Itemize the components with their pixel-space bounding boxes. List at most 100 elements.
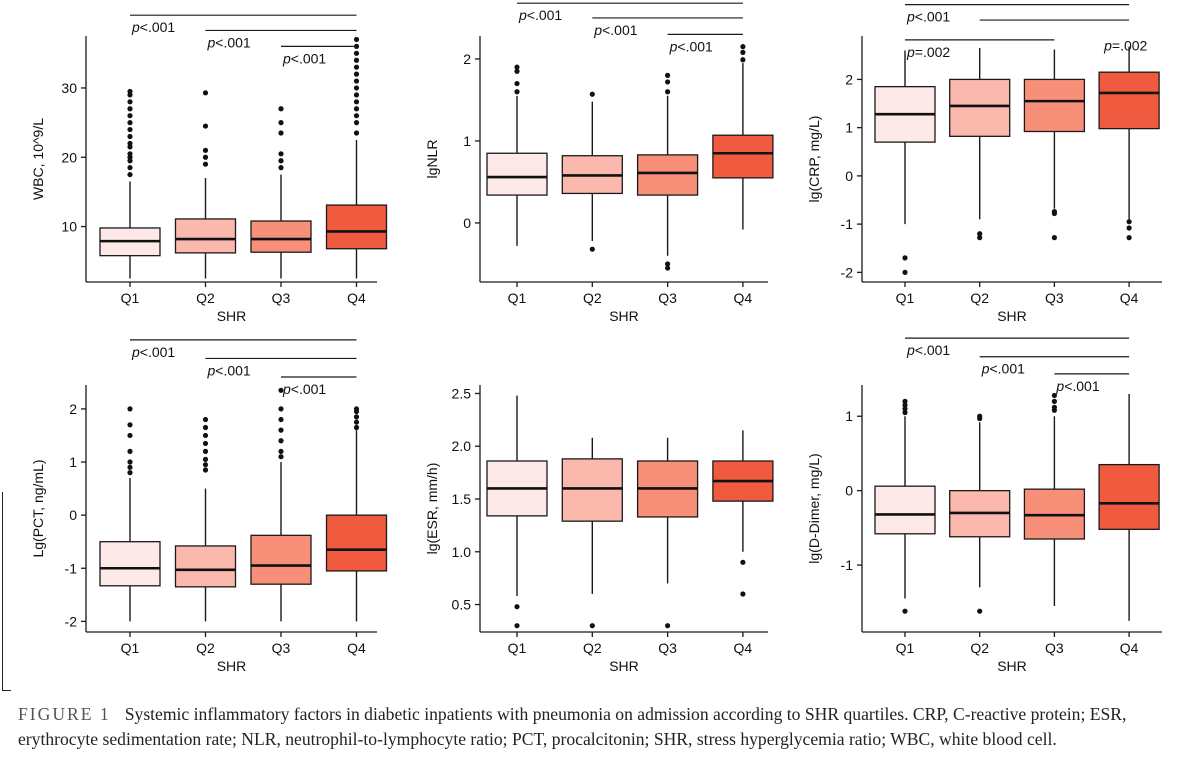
x-tick-label: Q3 [272,640,291,656]
y-axis-label: lg(CRP, mg/L) [806,116,822,203]
outlier-point [902,409,908,416]
box-iqr [325,204,388,250]
outlier-point [278,448,284,454]
outlier-point [278,416,284,423]
outlier-point [127,448,133,454]
y-tick-label: 0 [845,168,853,184]
box-iqr [486,152,548,196]
y-tick-label: -1 [841,557,854,573]
box-iqr [1098,463,1160,530]
outlier-point [902,269,908,275]
x-tick-label: Q1 [896,640,915,656]
outlier-point [665,261,671,267]
outlier-point [977,235,983,241]
outlier-point [1126,225,1132,231]
significance-label: p<.001 [131,344,175,360]
outlier-point [278,165,284,171]
y-tick-label: 1 [845,408,853,424]
outlier-point [127,165,133,171]
x-tick-label: Q2 [970,640,989,656]
y-tick-label: 2 [845,71,853,87]
outlier-point [278,427,284,433]
outlier-point [353,85,360,91]
box-iqr [1023,78,1086,133]
box-iqr [949,78,1011,137]
box-Q4 [325,36,388,279]
y-tick-label: -1 [841,216,854,232]
outlier-point [127,459,133,465]
panel-4: -2 -1 0 1 2 Q1 Q2 Q3 Q4 SHR Lg(PCT, ng/mL) p<.001 p<… [30,339,388,674]
outlier-point [514,604,520,610]
outlier-point [353,406,360,412]
outlier-point [278,130,284,136]
outlier-point [740,57,746,63]
outlier-point [278,438,284,444]
x-tick-label: Q3 [658,290,677,306]
x-tick-label: Q1 [121,640,140,656]
box-Q4 [325,406,388,622]
x-axis-label: SHR [997,658,1027,674]
y-tick-label: 2.0 [452,438,472,454]
x-tick-label: Q2 [196,640,215,656]
outlier-point [353,64,360,70]
outlier-point [740,559,746,565]
x-axis-label: SHR [609,308,639,324]
outlier-point [353,50,360,56]
y-tick-label: -2 [841,264,854,280]
x-tick-label: Q1 [508,290,527,306]
outlier-point [202,448,209,454]
box-Q3 [250,387,312,622]
box-Q2 [561,91,623,252]
box-iqr [174,545,237,588]
outlier-point [278,106,284,112]
x-tick-label: Q2 [583,290,602,306]
y-tick-label: 1 [69,454,77,470]
x-tick-label: Q1 [896,290,915,306]
outlier-point [278,158,284,164]
caption-label: FIGURE 1 [18,704,111,724]
significance-label: p<.001 [593,22,637,38]
box-Q1 [874,50,936,275]
outlier-point [902,608,908,614]
outlier-point [902,406,908,412]
x-axis-label: SHR [217,308,247,324]
x-tick-label: Q2 [583,640,602,656]
outlier-point [353,419,360,425]
significance-label: p<.001 [131,19,175,35]
outlier-point [902,398,908,404]
outlier-point [127,113,133,119]
outlier-point [127,133,133,140]
box-Q2 [949,48,1011,241]
y-axis-label: lgNLR [424,140,440,179]
box-Q2 [174,90,237,279]
outlier-point [202,432,209,439]
x-tick-label: Q2 [196,290,215,306]
outlier-point [740,49,746,56]
outlier-point [977,608,983,614]
x-tick-label: Q4 [347,640,366,656]
significance-label: p<.001 [518,7,562,23]
box-iqr [174,218,237,254]
outlier-point [127,470,133,476]
y-tick-label: 1.0 [452,544,472,560]
y-tick-label: 1.5 [452,491,472,507]
box-Q3 [250,106,312,279]
y-tick-label: 1 [845,120,853,136]
y-tick-label: 2 [463,51,471,67]
box-Q4 [1098,46,1160,241]
outlier-point [202,123,209,129]
outlier-point [278,454,284,460]
significance-label: p<.001 [207,362,251,378]
outlier-point [1051,398,1057,404]
outlier-point [202,467,209,473]
box-Q2 [561,437,623,629]
outlier-point [353,130,360,136]
y-tick-label: -2 [65,613,78,629]
box-Q1 [874,398,936,614]
outlier-point [1051,210,1057,217]
outlier-point [977,413,983,419]
box-iqr [99,541,161,587]
outlier-point [902,255,908,261]
outlier-point [665,265,671,271]
